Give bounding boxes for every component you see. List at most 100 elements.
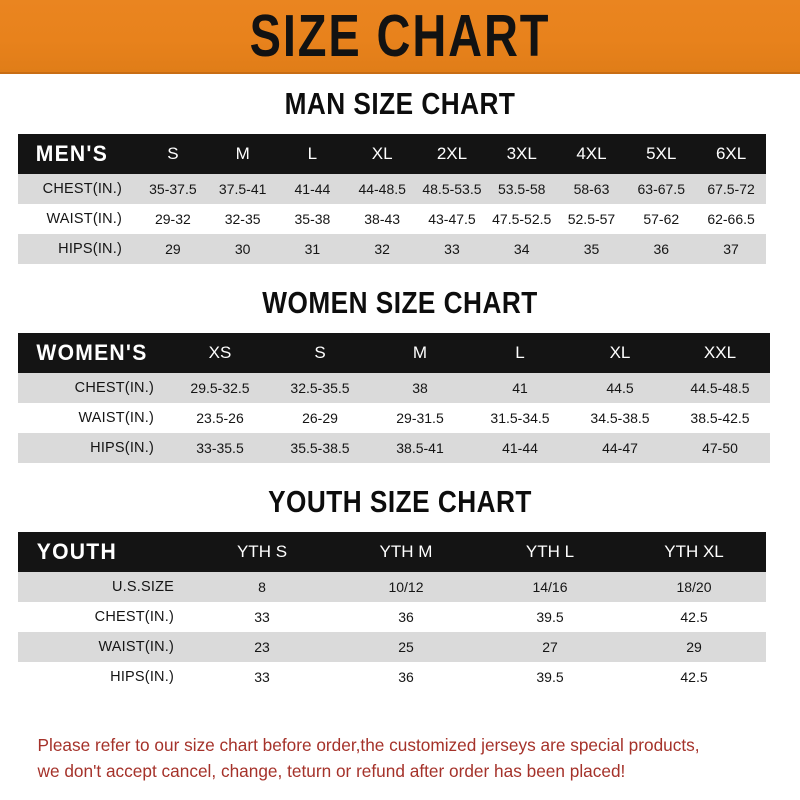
man-col-header-3: L [307,144,318,163]
youth-table-body: U.S.SIZE 8 10/12 14/16 18/20 CHEST(IN.) 33 36 39… [18,572,766,692]
youth-col-header-3: YTH L [525,542,575,561]
youth-table-row: CHEST(IN.) 33 36 39.5 42.5 [18,602,766,632]
section-title-man: MAN SIZE CHART [284,87,516,121]
man-col-header-4: XL [371,144,393,163]
man-cell: 37.5-41 [218,181,267,197]
youth-cell: 42.5 [680,609,708,625]
youth-col-header-1: YTH S [236,542,288,561]
man-cell: 31 [304,241,321,257]
women-cell: 47-50 [702,440,738,456]
youth-row-label: CHEST(IN.) [94,609,174,625]
man-cell: 44-48.5 [358,181,406,197]
women-cell: 29-31.5 [396,410,444,426]
women-cell: 41-44 [502,440,538,456]
section-title-youth: YOUTH SIZE CHART [268,485,532,519]
women-cell: 32.5-35.5 [290,380,350,396]
man-col-header-6: 3XL [506,144,537,163]
youth-cell: 42.5 [680,669,708,685]
youth-cell: 39.5 [536,609,564,625]
youth-cell: 29 [686,639,702,655]
man-cell: 53.5-58 [497,181,546,197]
women-cell: 35.5-38.5 [290,440,350,456]
man-cell: 47.5-52.5 [492,211,552,227]
man-table-head: MEN'S S M L XL 2XL 3XL 4XL 5XL 6XL [18,134,766,174]
section-women: WOMEN SIZE CHART WOMEN'S XS S M L XL XXL CHES… [18,264,782,463]
disclaimer-note: Please refer to our size chart before or… [24,725,777,800]
women-cell: 33-35.5 [196,440,244,456]
youth-row-label: HIPS(IN.) [110,669,174,685]
women-cell: 26-29 [302,410,338,426]
chart-content: MAN SIZE CHART MEN'S S M L XL 2XL 3XL 4XL 5XL 6X… [0,74,800,800]
women-row-label: HIPS(IN.) [90,440,154,456]
women-cell: 34.5-38.5 [590,410,650,426]
youth-size-table: YOUTH YTH S YTH M YTH L YTH XL U.S.SIZE 8 10/… [18,532,766,692]
youth-header-row: YOUTH YTH S YTH M YTH L YTH XL [18,532,766,572]
youth-cell: 27 [542,639,558,655]
women-col-header-2: S [314,343,326,362]
section-man: MAN SIZE CHART MEN'S S M L XL 2XL 3XL 4XL 5XL 6X… [18,74,782,264]
women-col-header-4: L [515,343,525,362]
women-table-head: WOMEN'S XS S M L XL XXL [18,333,770,373]
women-col-header-3: M [412,343,428,362]
disclaimer-line-1: Please refer to our size chart before or… [37,735,700,756]
disclaimer-line-2: we don't accept cancel, change, teturn o… [37,760,626,781]
man-cell: 34 [513,241,530,257]
man-cell: 62-66.5 [707,211,755,227]
youth-cell: 25 [398,639,414,655]
man-cell: 37 [723,241,739,257]
women-cell: 29.5-32.5 [190,380,250,396]
women-corner-label: WOMEN'S [36,340,148,365]
youth-cell: 14/16 [532,579,568,595]
man-cell: 38-43 [364,211,401,227]
youth-table-row: HIPS(IN.) 33 36 39.5 42.5 [18,662,766,692]
youth-cell: 39.5 [536,669,564,685]
man-table-row: WAIST(IN.) 29-32 32-35 35-38 38-43 43-47.5 47.… [18,204,766,234]
page-banner: SIZE CHART [0,0,800,74]
women-col-header-5: XL [609,343,631,362]
women-row-label: WAIST(IN.) [78,410,154,426]
youth-table-head: YOUTH YTH S YTH M YTH L YTH XL [18,532,766,572]
women-cell: 23.5-26 [196,410,244,426]
man-cell: 35-37.5 [149,181,197,197]
man-cell: 41-44 [294,181,331,197]
women-table-row: CHEST(IN.) 29.5-32.5 32.5-35.5 38 41 44.5 44.5… [18,373,770,403]
women-table-row: HIPS(IN.) 33-35.5 35.5-38.5 38.5-41 41-44 44-… [18,433,770,463]
man-col-header-5: 2XL [436,144,468,163]
man-table-body: CHEST(IN.) 35-37.5 37.5-41 41-44 44-48.5 48.5… [18,174,766,264]
man-row-label: WAIST(IN.) [46,211,122,227]
youth-corner-label: YOUTH [36,539,117,564]
man-cell: 30 [234,241,251,257]
women-cell: 38.5-42.5 [690,410,750,426]
man-cell: 29-32 [154,211,191,227]
women-size-table: WOMEN'S XS S M L XL XXL CHEST(IN.) 29.5-32.5 32… [18,333,770,463]
man-cell: 67.5-72 [707,181,755,197]
women-cell: 31.5-34.5 [490,410,550,426]
man-header-row: MEN'S S M L XL 2XL 3XL 4XL 5XL 6XL [18,134,766,174]
man-corner-label: MEN'S [35,141,109,166]
man-cell: 32 [374,241,390,257]
man-cell: 36 [653,241,670,257]
youth-cell: 33 [254,609,270,625]
section-title-women: WOMEN SIZE CHART [262,286,538,320]
women-table-body: CHEST(IN.) 29.5-32.5 32.5-35.5 38 41 44.5 44.5… [18,373,770,463]
page-title: SIZE CHART [249,2,551,70]
women-table-row: WAIST(IN.) 23.5-26 26-29 29-31.5 31.5-34.5 34… [18,403,770,433]
youth-col-header-4: YTH XL [664,542,724,561]
youth-cell: 36 [398,669,414,685]
women-cell: 38 [412,380,428,396]
man-col-header-9: 6XL [715,144,747,163]
man-table-row: CHEST(IN.) 35-37.5 37.5-41 41-44 44-48.5 48.5… [18,174,766,204]
youth-table-row: U.S.SIZE 8 10/12 14/16 18/20 [18,572,766,602]
section-youth: YOUTH SIZE CHART YOUTH YTH S YTH M YTH L YT… [18,463,782,692]
man-row-label: CHEST(IN.) [42,181,122,197]
youth-row-label: WAIST(IN.) [98,639,174,655]
women-col-header-6: XXL [703,343,737,362]
youth-table-row: WAIST(IN.) 23 25 27 29 [18,632,766,662]
man-cell: 63-67.5 [637,181,685,197]
youth-col-header-2: YTH M [379,542,433,561]
women-col-header-1: XS [208,343,232,362]
man-cell: 52.5-57 [567,211,616,227]
youth-cell: 33 [254,669,270,685]
women-cell: 44.5 [606,380,634,396]
man-cell: 58-63 [573,181,610,197]
